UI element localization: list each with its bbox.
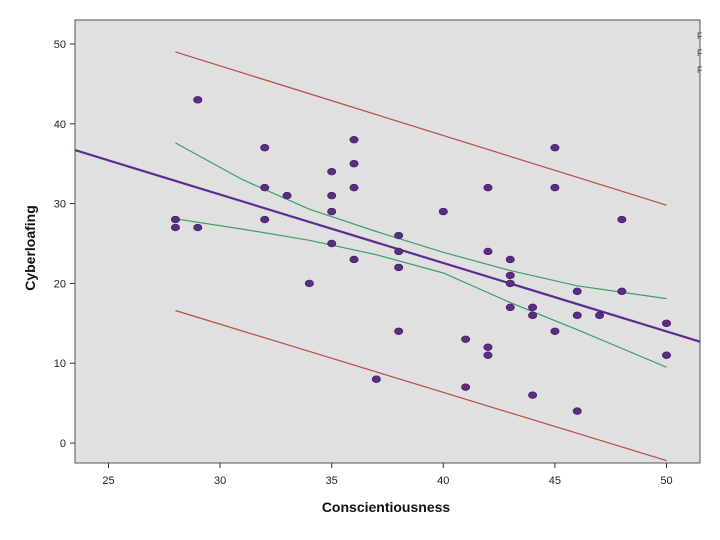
data-point [483,247,493,256]
data-point [260,183,270,192]
data-point [505,279,515,288]
axes-layer: 25 30 35 40 45 50 0 10 20 30 40 50 [54,39,673,487]
data-point [483,351,493,359]
points-layer [170,96,672,415]
data-point [170,215,180,224]
data-point [528,311,538,320]
data-point [282,191,292,200]
confidence-band-lower [175,218,667,368]
legend-entry: F [697,48,703,58]
data-point [483,343,493,351]
data-point [461,383,471,391]
data-point [394,327,404,335]
x-axis-title: Conscientiousness [322,499,451,515]
legend-entry: F [697,31,703,41]
fit-layer [74,149,701,343]
plot-area [74,19,701,464]
x-tick-label: 45 [549,475,561,487]
data-point [327,191,337,200]
data-point [349,255,359,264]
data-point [617,215,627,224]
confidence-band-upper [175,142,667,300]
data-point [394,231,404,240]
data-point [304,279,314,288]
prediction-band-upper [175,51,667,206]
prediction-band-lower [175,309,667,462]
y-tick-label: 40 [54,119,66,131]
y-axis-title: Cyberloafing [22,205,38,291]
bands-layer [175,51,667,462]
data-point [572,407,582,415]
data-point [572,311,582,320]
data-point [483,183,493,192]
data-point [327,207,337,216]
data-point [505,303,515,312]
y-tick-label: 0 [60,438,66,450]
y-tick-label: 50 [54,39,66,51]
data-point [550,144,560,152]
data-point [394,247,404,256]
data-point [193,223,203,232]
data-point [528,391,538,399]
data-point [662,351,672,359]
data-point [461,335,471,343]
data-point [550,183,560,192]
data-point [193,96,203,104]
regression-line [74,149,701,343]
data-point [260,215,270,224]
data-point [617,287,627,296]
data-point [260,144,270,152]
data-point [550,327,560,335]
x-tick-label: 25 [102,475,114,487]
x-tick-label: 50 [660,475,672,487]
data-point [170,223,180,232]
data-point [371,375,381,383]
x-tick-label: 35 [326,475,338,487]
data-point [438,207,448,216]
data-point [349,136,359,144]
data-point [572,287,582,296]
legend-entry: F [697,65,703,75]
data-point [349,183,359,192]
x-tick-label: 30 [214,475,226,487]
data-point [595,311,605,320]
legend: FFF [697,31,703,75]
data-point [528,303,538,312]
y-tick-label: 10 [54,358,66,370]
data-point [505,271,515,280]
y-tick-label: 30 [54,199,66,211]
y-tick-label: 20 [54,278,66,290]
data-point [505,255,515,264]
data-point [327,167,337,176]
data-point [349,159,359,168]
x-tick-label: 40 [437,475,449,487]
data-point [394,263,404,272]
data-point [662,319,672,328]
data-point [327,239,337,248]
